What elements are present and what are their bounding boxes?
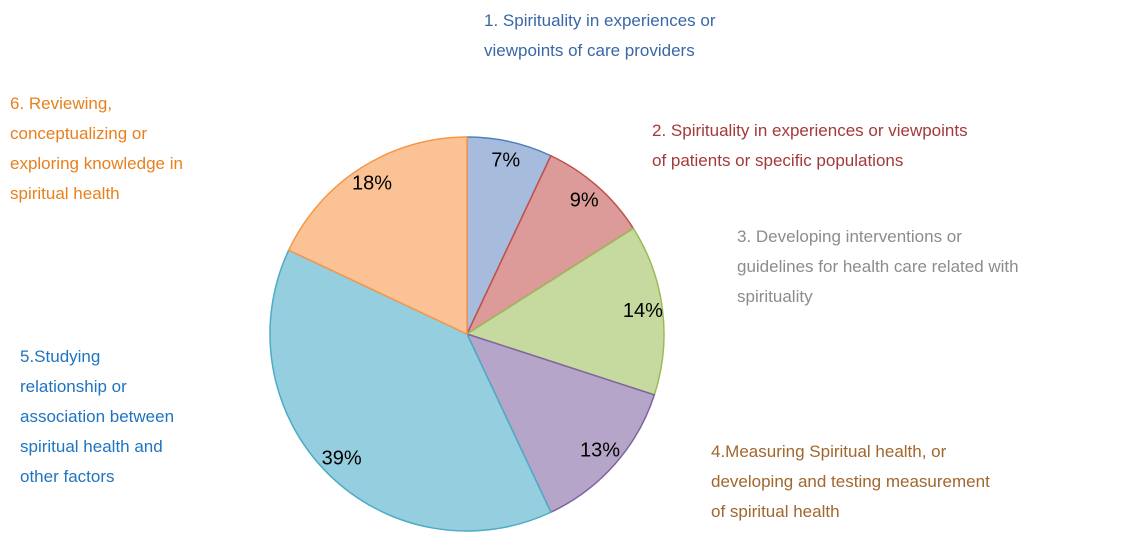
category-label: 1. Spirituality in experiences or viewpo… xyxy=(484,11,716,60)
pie-slice xyxy=(465,227,665,396)
pie-slice xyxy=(269,249,552,532)
value-label: 18% xyxy=(352,173,392,195)
value-label: 13% xyxy=(580,440,620,462)
category-label: 6. Reviewing, conceptualizing or explori… xyxy=(10,94,183,203)
category-label: 3. Developing interventions or guideline… xyxy=(737,227,1019,306)
category-label: 4.Measuring Spiritual health, or develop… xyxy=(711,442,990,521)
category-label: 2. Spirituality in experiences or viewpo… xyxy=(652,121,968,170)
pie-slice xyxy=(465,332,656,514)
value-label: 7% xyxy=(491,149,520,171)
value-label: 9% xyxy=(570,189,599,211)
value-label: 39% xyxy=(322,448,362,470)
value-label: 14% xyxy=(623,300,663,322)
pie-slice xyxy=(465,154,635,337)
pie-slice xyxy=(287,136,468,336)
category-label: 5.Studying relationship or association b… xyxy=(20,347,175,486)
